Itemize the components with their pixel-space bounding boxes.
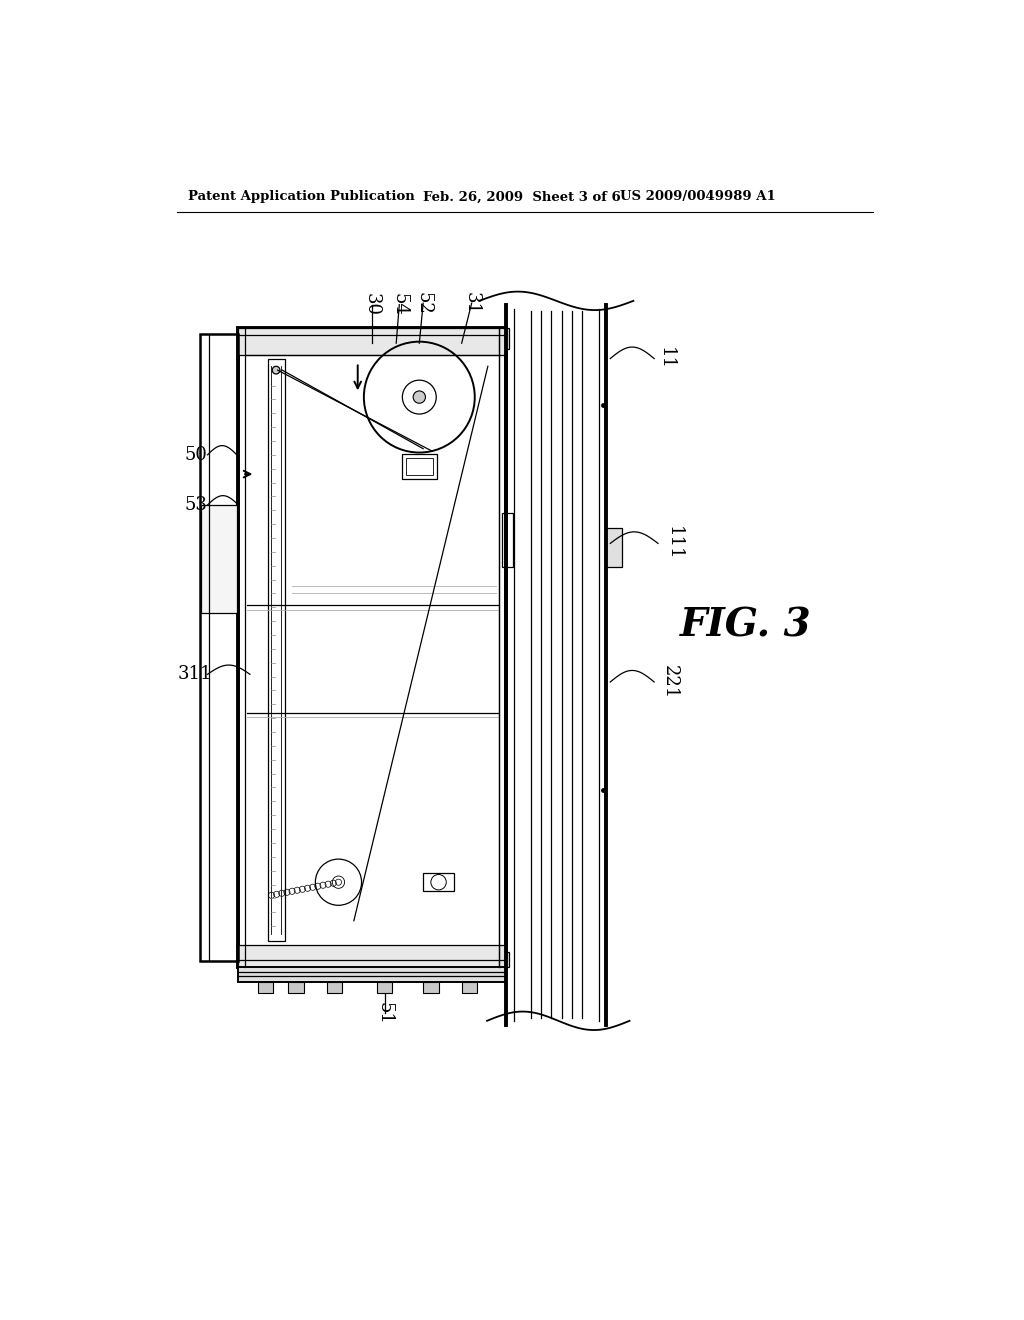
Bar: [327, 982, 342, 993]
Bar: [423, 873, 454, 891]
Circle shape: [272, 367, 280, 374]
Bar: [202, 506, 237, 612]
Bar: [200, 334, 239, 961]
Text: 221: 221: [660, 665, 679, 700]
Bar: [402, 454, 437, 479]
Bar: [289, 982, 304, 993]
Bar: [503, 512, 513, 566]
Text: 50: 50: [184, 446, 208, 463]
Bar: [407, 458, 433, 475]
Circle shape: [413, 391, 425, 404]
Text: Patent Application Publication: Patent Application Publication: [188, 190, 415, 203]
Bar: [377, 982, 392, 993]
Bar: [506, 327, 509, 350]
Bar: [239, 968, 506, 982]
Text: Feb. 26, 2009  Sheet 3 of 6: Feb. 26, 2009 Sheet 3 of 6: [423, 190, 621, 203]
Text: 111: 111: [665, 527, 682, 561]
Text: 52: 52: [414, 292, 432, 314]
Bar: [462, 982, 477, 993]
Text: 311: 311: [177, 665, 212, 684]
Bar: [239, 327, 506, 966]
Bar: [267, 359, 285, 941]
Bar: [258, 982, 273, 993]
Bar: [506, 952, 509, 966]
Text: FIG. 3: FIG. 3: [680, 607, 811, 645]
Text: 11: 11: [656, 347, 675, 370]
Bar: [423, 982, 438, 993]
Bar: [239, 945, 506, 966]
Bar: [239, 327, 506, 355]
Text: 51: 51: [376, 1002, 393, 1024]
Text: 54: 54: [390, 293, 409, 315]
Text: 30: 30: [362, 293, 381, 317]
Text: US 2009/0049989 A1: US 2009/0049989 A1: [620, 190, 775, 203]
Text: 53: 53: [184, 496, 208, 513]
Text: 31: 31: [463, 292, 480, 314]
Bar: [605, 528, 622, 566]
